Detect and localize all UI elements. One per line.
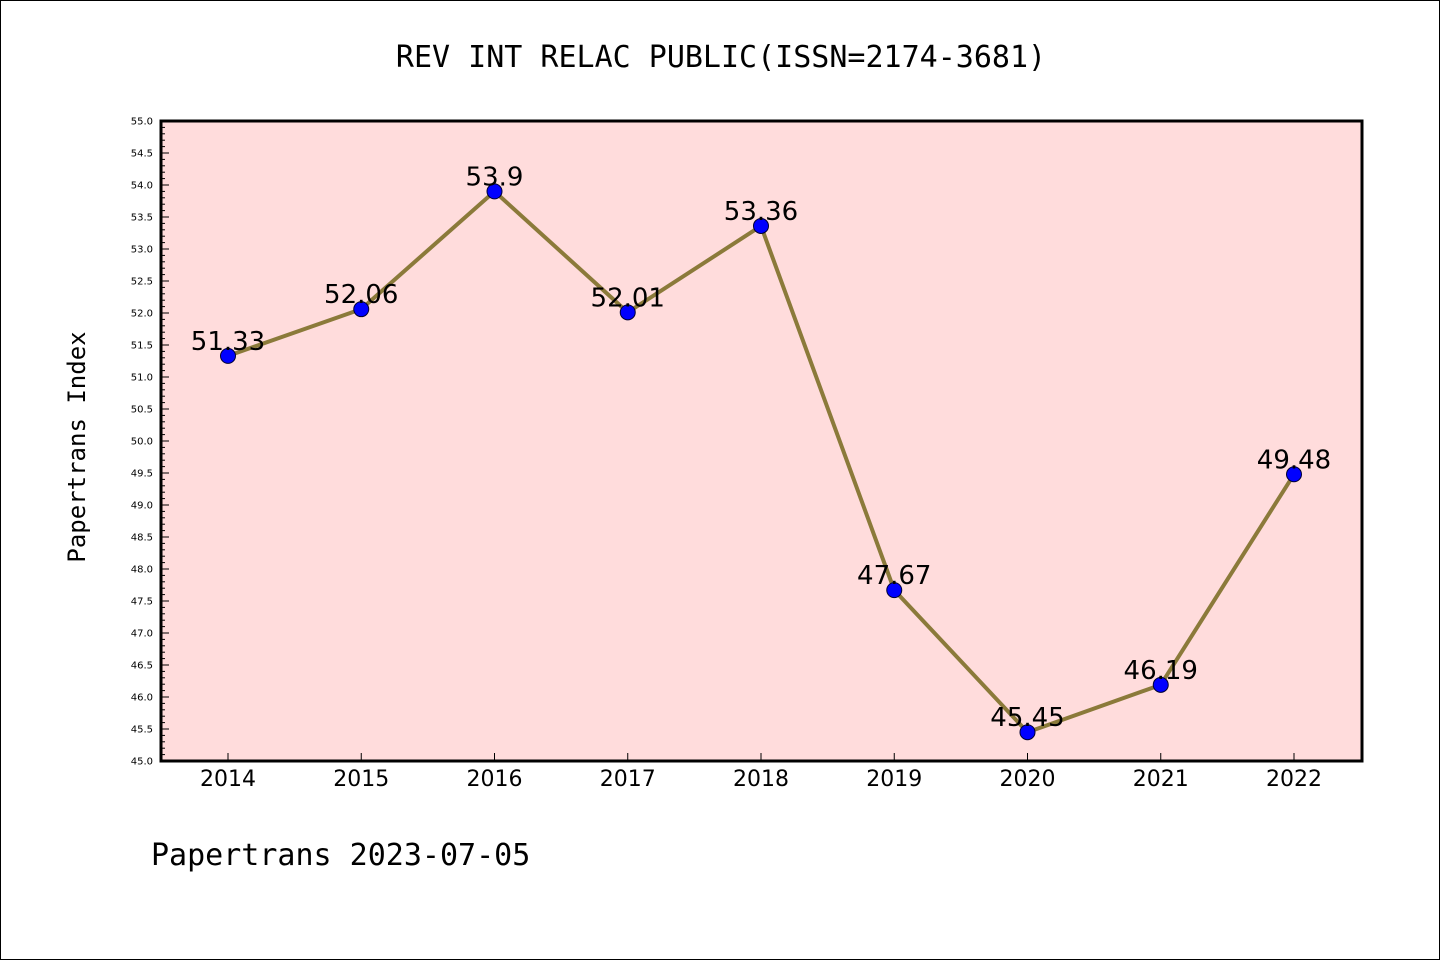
x-tick-label: 2019 [866,767,922,792]
data-point [1019,724,1036,741]
data-label: 53.36 [724,197,798,227]
y-tick-label: 54.0 [131,181,153,192]
y-tick-label: 48.0 [131,565,153,576]
data-label: 45.45 [990,703,1064,733]
y-tick-label: 49.0 [131,501,153,512]
footer-caption: Papertrans 2023-07-05 [151,838,530,873]
y-tick-label: 47.0 [131,629,153,640]
y-tick-label: 48.5 [131,533,153,544]
data-label: 52.01 [591,283,665,313]
y-tick-label: 51.5 [131,341,153,352]
x-tick-label: 2015 [333,767,389,792]
y-tick-label: 51.0 [131,373,153,384]
x-tick-label: 2017 [600,767,656,792]
data-point [886,582,903,599]
data-point [486,183,503,200]
data-label: 47.67 [857,561,931,591]
y-tick-label: 53.5 [131,213,153,224]
y-tick-label: 46.5 [131,661,153,672]
y-tick-label: 50.0 [131,437,153,448]
y-tick-label: 53.0 [131,245,153,256]
data-point [220,347,236,364]
x-tick-label: 2014 [200,767,256,792]
y-tick-label: 45.5 [131,725,153,736]
y-tick-label: 46.0 [131,693,153,704]
x-tick-label: 2022 [1266,767,1322,792]
data-point [1152,676,1169,693]
x-axis: 2014 2015 2016 2017 2018 2019 2020 2021 2022 [200,753,1322,792]
data-labels: 51.33 52.06 53.9 52.01 53.36 47.67 45.45 46.19 4… [191,162,1331,733]
x-tick-label: 2016 [467,767,523,792]
y-tick-label: 45.0 [131,757,153,768]
y-tick-label: 52.5 [131,277,153,288]
data-label: 46.19 [1124,656,1198,686]
y-tick-label: 54.5 [131,149,153,160]
data-label: 53.9 [466,162,524,192]
y-axis-label: Papertrans Index [63,331,91,562]
series [220,183,1302,741]
x-tick-label: 2020 [1000,767,1056,792]
data-point [353,301,370,318]
data-point [1286,466,1302,483]
data-label: 52.06 [324,280,398,310]
y-tick-label: 52.0 [131,309,153,320]
data-point [619,304,636,321]
y-tick-label: 55.0 [131,117,153,128]
y-axis: 45.0 45.5 46.0 46.5 47.0 47.5 48.0 48.5 49.0 49.5… [131,117,169,768]
data-point [753,217,769,234]
y-tick-label: 49.5 [131,469,153,480]
x-tick-label: 2021 [1133,767,1189,792]
y-tick-label: 47.5 [131,597,153,608]
x-tick-label: 2018 [733,767,789,792]
y-tick-label: 50.5 [131,405,153,416]
chart-title: REV INT RELAC PUBLIC(ISSN=2174-3681) [396,40,1046,75]
data-label: 51.33 [191,327,265,357]
data-label: 49.48 [1257,445,1331,475]
